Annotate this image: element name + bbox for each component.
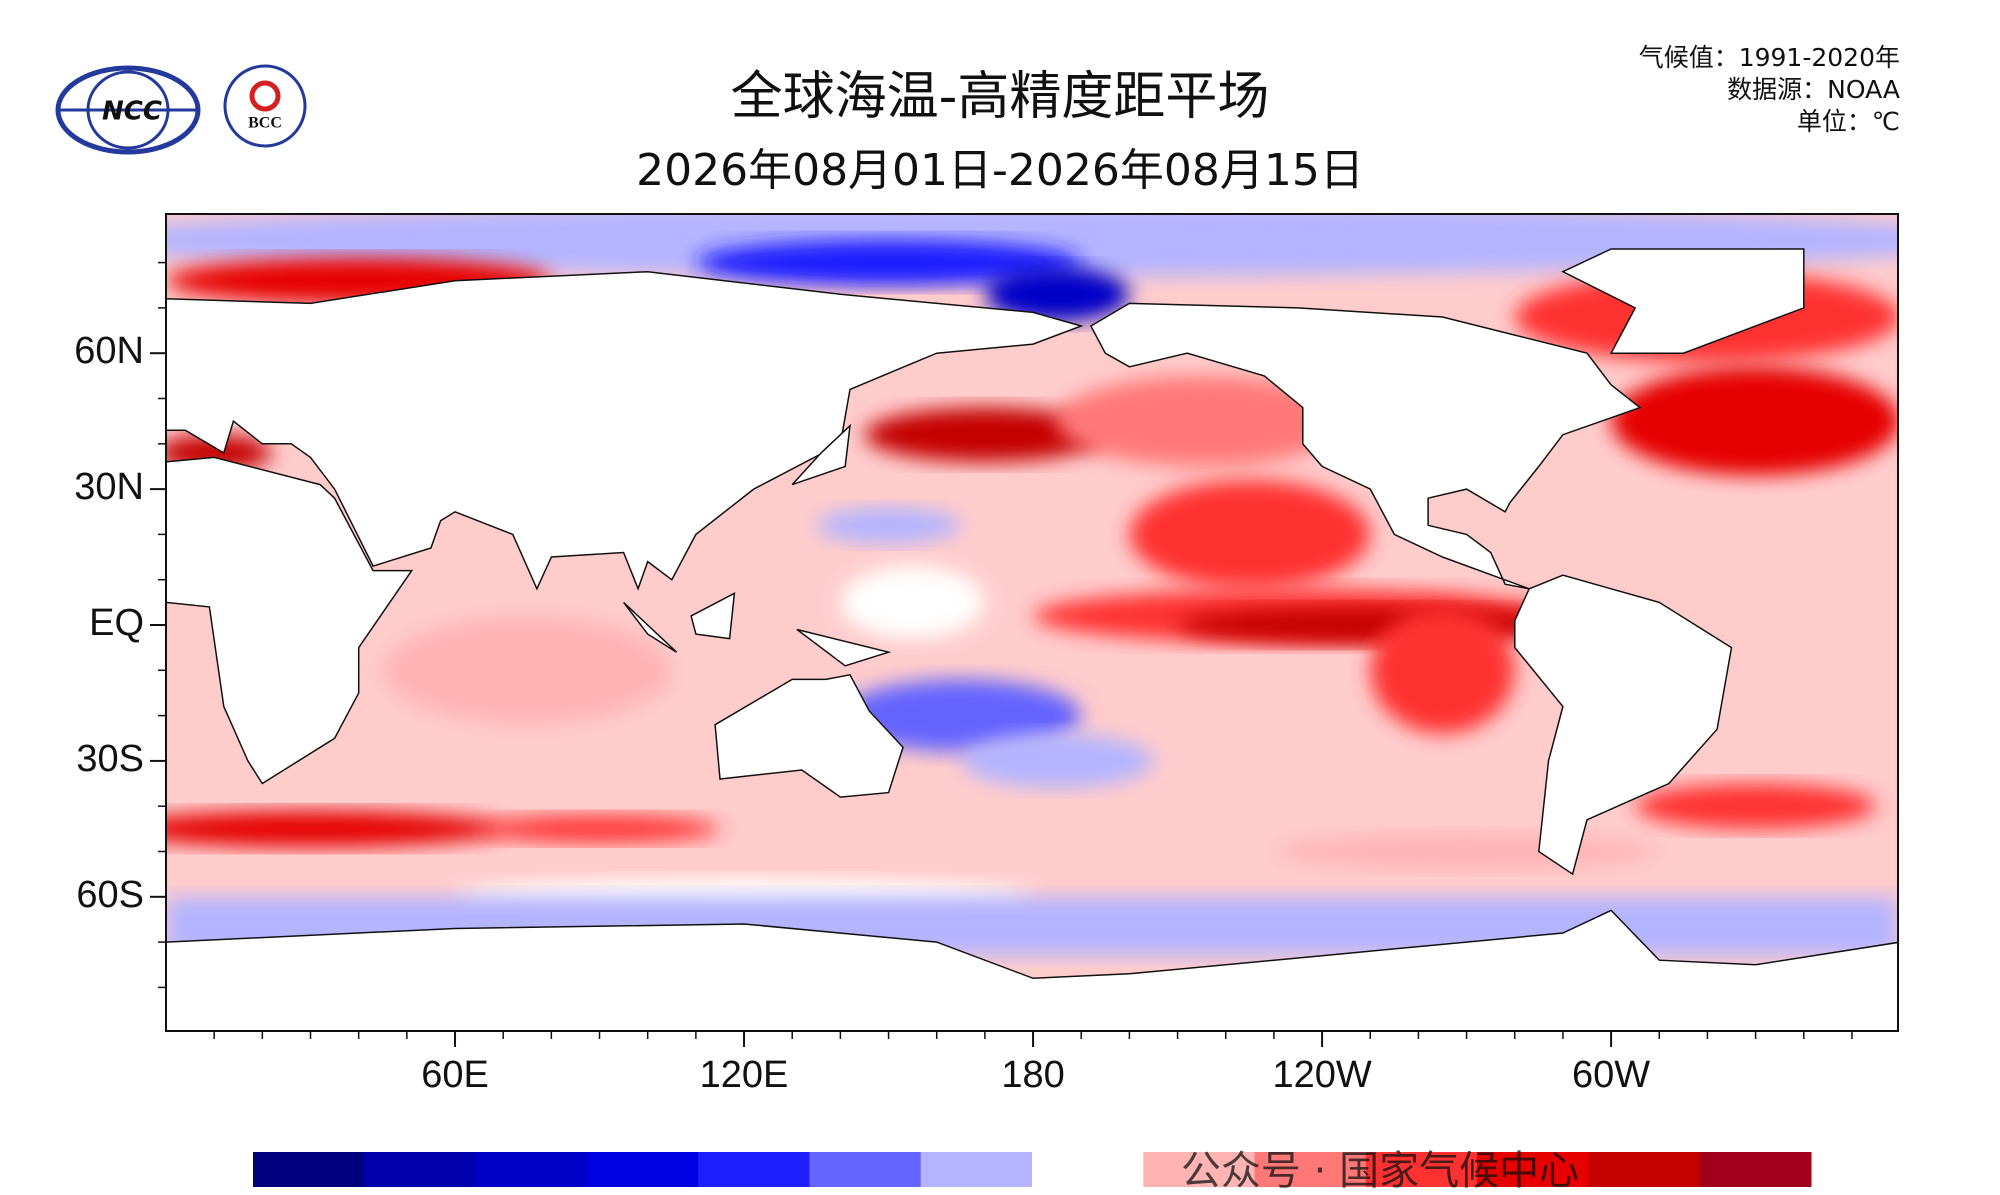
- title: 全球海温-高精度距平场: [731, 67, 1270, 127]
- anomaly-patch: [1129, 480, 1371, 589]
- lat-label: 30N: [74, 466, 144, 508]
- ncc-logo: NCC: [55, 65, 201, 155]
- anomaly-patch: [1370, 606, 1515, 734]
- anomaly-patch: [816, 507, 961, 544]
- lon-label: 60E: [421, 1054, 489, 1096]
- bcc-logo: BCC: [223, 64, 307, 148]
- anomaly-patch: [479, 815, 720, 843]
- landmass: [623, 601, 678, 653]
- colorbar-swatch: [364, 1152, 477, 1187]
- anomaly-patch: [1635, 783, 1877, 829]
- anomaly-patch: [984, 267, 1130, 322]
- landmass: [166, 270, 1084, 591]
- anomaly-patch: [960, 733, 1154, 789]
- axes: 60N 30N EQ 30S 60S 60E 120E 180 120W 60W: [74, 261, 1853, 1096]
- anomaly-patch: [695, 239, 1082, 286]
- lat-label: 60S: [76, 874, 144, 916]
- lon-label: 60W: [1572, 1054, 1650, 1096]
- lon-label: 180: [1001, 1054, 1064, 1096]
- info-line: 单位：℃: [1797, 107, 1900, 136]
- colorbar-swatch: [1143, 1152, 1256, 1187]
- colorbar-swatch: [920, 1152, 1033, 1187]
- lat-label: EQ: [89, 602, 144, 644]
- lat-label: 60N: [74, 330, 144, 372]
- watermark: 公众号 · 国家气候中心: [1181, 1148, 1579, 1194]
- anomaly-patch: [864, 407, 1106, 462]
- colorbar-swatch: [1032, 1152, 1144, 1187]
- colorbar-swatch: [1365, 1152, 1478, 1187]
- landmass: [1561, 248, 1805, 354]
- anomaly-patch: [1057, 375, 1347, 467]
- lat-label: 30S: [76, 738, 144, 780]
- landmass: [1514, 574, 1733, 876]
- colorbar: [253, 1152, 1812, 1187]
- anomaly-patch: [1611, 366, 1898, 476]
- anomaly-patch: [166, 810, 504, 847]
- landmass: [791, 423, 851, 486]
- logo-text: BCC: [248, 115, 282, 132]
- colorbar-swatch: [1699, 1152, 1812, 1187]
- subtitle: 2026年08月01日-2026年08月15日: [636, 145, 1364, 196]
- anomaly-patch: [166, 214, 1898, 277]
- landmass: [796, 628, 892, 667]
- anomaly-patch: [840, 566, 985, 639]
- lon-label: 120E: [700, 1054, 789, 1096]
- colorbar-swatch: [475, 1152, 588, 1187]
- landmass: [714, 673, 904, 798]
- lon-label: 120W: [1272, 1054, 1371, 1096]
- colorbar-swatch: [1254, 1152, 1367, 1187]
- map-frame: [165, 213, 1899, 1032]
- landmass: [1089, 302, 1642, 590]
- colorbar-swatch: [586, 1152, 699, 1187]
- landmass: [166, 909, 1898, 1031]
- landmass: [690, 591, 736, 640]
- colorbar-swatch: [809, 1152, 922, 1187]
- map: [166, 214, 1898, 1031]
- colorbar-swatch: [253, 1152, 365, 1187]
- anomaly-patch: [1273, 833, 1660, 870]
- anomaly-patch: [840, 679, 1082, 752]
- colorbar-swatch: [1477, 1152, 1589, 1187]
- colorbar-swatch: [1588, 1152, 1701, 1187]
- logo-text: NCC: [102, 97, 162, 127]
- anomaly-patch: [382, 615, 672, 725]
- info-line: 气候值：1991-2020年: [1639, 43, 1900, 72]
- landmass: [166, 456, 414, 785]
- colorbar-swatch: [698, 1152, 810, 1187]
- info-line: 数据源：NOAA: [1727, 75, 1900, 104]
- anomaly-patch: [1177, 606, 1563, 644]
